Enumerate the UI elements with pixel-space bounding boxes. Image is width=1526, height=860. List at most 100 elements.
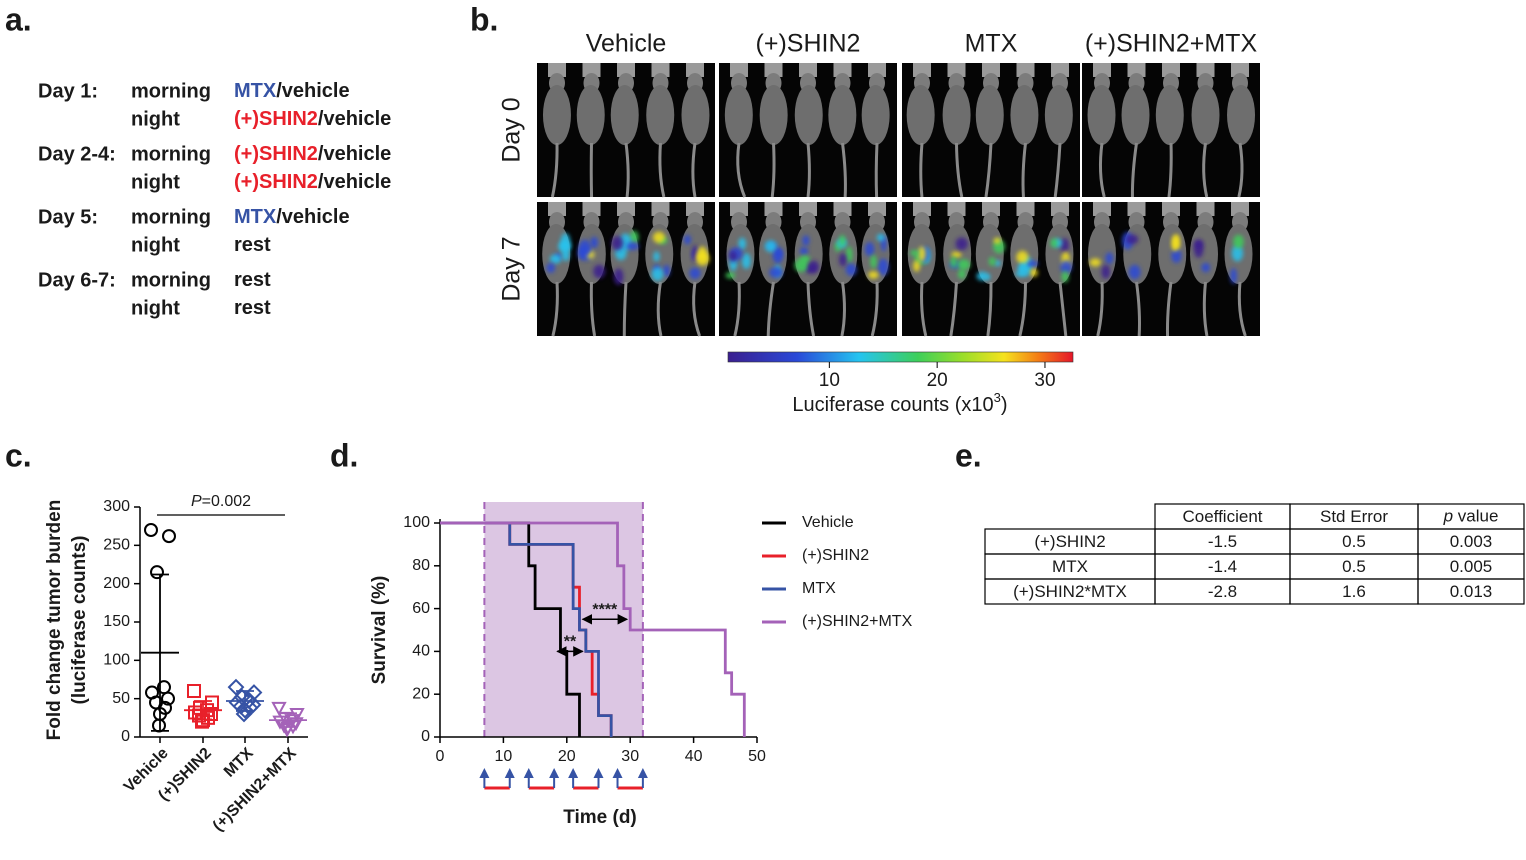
signal-blob	[578, 239, 591, 256]
schedule-dose: MTX/vehicle	[234, 206, 350, 228]
mouse-tail	[806, 142, 811, 198]
panel-label: c.	[5, 437, 32, 473]
panel-label: a.	[5, 1, 32, 37]
signal-blob	[613, 268, 624, 285]
signal-blob	[629, 230, 639, 244]
data-point	[227, 678, 245, 696]
schedule-day: Day 6-7:	[38, 269, 116, 291]
mouse-holder	[730, 202, 748, 216]
signal-blob	[984, 273, 991, 281]
table-cell	[1417, 578, 1525, 605]
signal-blob	[728, 250, 737, 262]
mouse-body	[610, 85, 639, 145]
drug-suffix: /vehicle	[318, 108, 391, 130]
mouse-tail	[1202, 142, 1209, 198]
mouse-tail	[1018, 281, 1027, 337]
annotation-text: **	[564, 634, 577, 651]
colorbar-label-end: )	[1001, 394, 1008, 416]
signal-blob	[993, 237, 1001, 244]
column-header: MTX	[965, 30, 1018, 58]
schedule-text: rest	[234, 297, 271, 319]
data-point	[162, 529, 176, 544]
x-axis-label: Time (d)	[563, 807, 637, 828]
mouse-holder	[947, 202, 966, 216]
mouse-tail	[1237, 142, 1244, 198]
mouse-body	[576, 85, 605, 145]
drug-suffix: /vehicle	[318, 143, 391, 165]
mouse-tail	[840, 281, 846, 337]
table-value: 0.013	[1450, 582, 1493, 601]
drug-name: (+)SHIN2	[234, 143, 318, 165]
signal-blob	[1060, 238, 1070, 253]
signal-blob	[1089, 258, 1101, 267]
signal-blob	[845, 246, 853, 263]
schedule-time: morning	[131, 80, 211, 102]
signal-blob	[546, 262, 556, 274]
mouse-body	[1121, 85, 1150, 145]
schedule-dose: MTX/vehicle	[234, 80, 350, 102]
mouse-tail	[919, 142, 924, 198]
mouse-holder	[1231, 202, 1249, 216]
data-point	[161, 691, 175, 706]
signal-blob	[611, 235, 624, 251]
mouse-holder	[582, 63, 601, 77]
schedule-day: Day 1:	[38, 80, 98, 102]
schedule-dose: (+)SHIN2/vehicle	[234, 143, 391, 165]
signal-blob	[864, 242, 875, 257]
y-tick-label: 200	[103, 575, 130, 592]
y-axis-label: (luciferase counts)	[69, 536, 90, 705]
table-value: MTX	[1052, 557, 1088, 576]
signal-blob	[845, 263, 857, 276]
signal-blob	[738, 237, 746, 250]
schedule-dose: (+)SHIN2/vehicle	[234, 171, 391, 193]
x-tick-label: MTX	[221, 745, 257, 781]
schedule-day: Day 5:	[38, 206, 98, 228]
table-value: -2.8	[1208, 582, 1237, 601]
y-tick-label: 300	[103, 498, 130, 515]
mouse-tail	[1053, 142, 1062, 198]
mouse-tail	[589, 281, 597, 337]
x-tick-label: 40	[685, 748, 703, 765]
data-point	[279, 723, 295, 738]
panel-label: d.	[330, 437, 358, 473]
mouse-body	[759, 85, 788, 145]
signal-blob	[558, 240, 572, 253]
mouse-body	[906, 85, 935, 145]
schedule-dose: rest	[234, 234, 271, 256]
mouse-holder	[913, 202, 931, 216]
mouse-tail	[955, 142, 964, 198]
mouse-tail	[949, 281, 958, 337]
y-tick-label: 40	[412, 643, 430, 660]
legend-label: MTX	[802, 580, 836, 597]
drug-name: MTX	[234, 80, 277, 102]
mouse-tail	[691, 142, 697, 198]
signal-blob	[988, 256, 996, 266]
drug-suffix: /vehicle	[276, 80, 349, 102]
schedule-dose: rest	[234, 297, 271, 319]
data-point	[187, 684, 201, 698]
signal-blob	[913, 260, 921, 272]
drug-suffix: /vehicle	[276, 206, 349, 228]
y-tick-label: 150	[103, 613, 130, 630]
x-tick-label: 50	[748, 748, 766, 765]
drug-suffix: /vehicle	[318, 171, 391, 193]
y-tick-label: 20	[412, 685, 430, 702]
signal-blob	[725, 272, 736, 279]
mouse-body	[975, 85, 1004, 145]
mouse-body	[1087, 85, 1116, 145]
colorbar-tick-label: 20	[927, 370, 948, 391]
mouse-holder	[1016, 202, 1035, 216]
signal-blob	[741, 252, 751, 269]
mouse-body	[724, 85, 753, 145]
mouse-tail	[841, 142, 847, 198]
dose-arrow-head	[637, 768, 648, 778]
dose-arrow-head	[504, 768, 515, 778]
x-tick-label: 0	[436, 748, 445, 765]
schedule-time: morning	[131, 143, 211, 165]
signal-blob	[839, 234, 846, 247]
schedule-text: rest	[234, 269, 271, 291]
signal-blob	[799, 247, 809, 256]
y-axis-label: Fold change tumor burden	[44, 500, 65, 741]
mouse-tail	[1165, 281, 1173, 337]
signal-blob	[652, 231, 665, 244]
